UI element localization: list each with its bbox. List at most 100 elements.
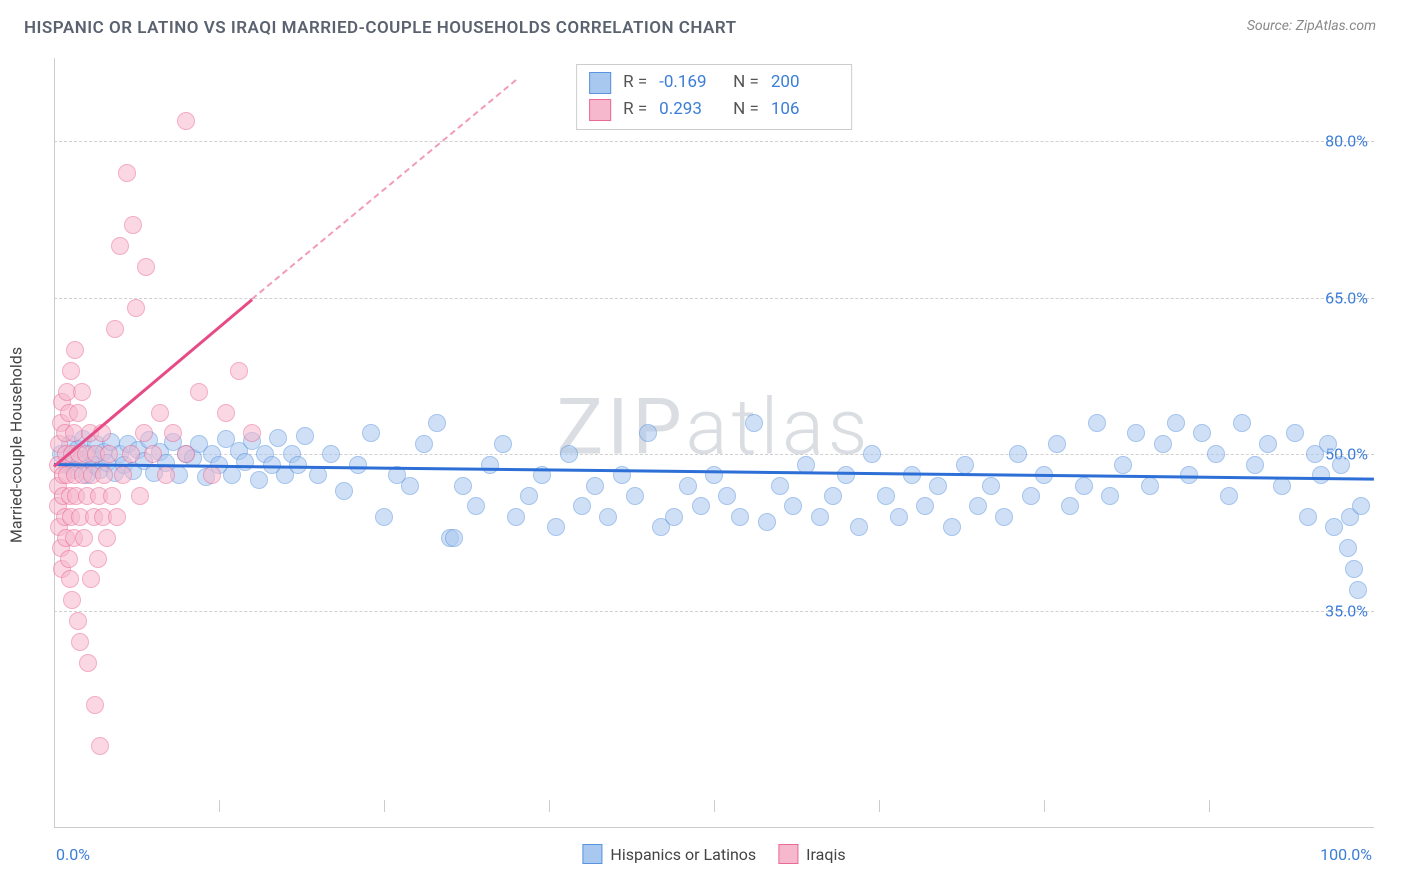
x-tick-mark	[219, 800, 220, 812]
scatter-point	[1101, 487, 1119, 505]
scatter-point	[269, 429, 287, 447]
scatter-point	[1233, 414, 1251, 432]
scatter-point	[79, 654, 97, 672]
scatter-point	[1246, 456, 1264, 474]
scatter-point	[692, 497, 710, 515]
scatter-point	[250, 471, 268, 489]
source-label: Source: ZipAtlas.com	[1247, 18, 1376, 34]
legend-r-value: 0.293	[659, 96, 721, 123]
scatter-point	[103, 487, 121, 505]
scatter-point	[481, 456, 499, 474]
scatter-point	[599, 508, 617, 526]
scatter-point	[157, 466, 175, 484]
scatter-point	[626, 487, 644, 505]
scatter-point	[679, 477, 697, 495]
scatter-point	[1299, 508, 1317, 526]
scatter-point	[1127, 424, 1145, 442]
gridline-h	[54, 611, 1374, 612]
scatter-point	[151, 404, 169, 422]
scatter-point	[784, 497, 802, 515]
scatter-point	[758, 513, 776, 531]
legend-swatch	[778, 844, 798, 864]
scatter-point	[454, 477, 472, 495]
scatter-point	[943, 518, 961, 536]
scatter-point	[731, 508, 749, 526]
y-tick-label: 35.0%	[1325, 601, 1368, 620]
scatter-point	[82, 570, 100, 588]
scatter-point	[91, 737, 109, 755]
legend-correlation: R =-0.169N =200R =0.293N =106	[576, 64, 852, 130]
scatter-point	[375, 508, 393, 526]
scatter-point	[177, 445, 195, 463]
scatter-point	[349, 456, 367, 474]
scatter-point	[1207, 445, 1225, 463]
scatter-point	[1048, 435, 1066, 453]
chart-container: Married-couple Households 35.0%50.0%65.0…	[24, 50, 1382, 840]
scatter-point	[322, 445, 340, 463]
scatter-point	[1009, 445, 1027, 463]
scatter-point	[1286, 424, 1304, 442]
chart-title: HISPANIC OR LATINO VS IRAQI MARRIED-COUP…	[24, 18, 737, 38]
scatter-point	[1339, 539, 1357, 557]
scatter-point	[86, 696, 104, 714]
scatter-point	[1345, 560, 1363, 578]
scatter-point	[573, 497, 591, 515]
y-tick-label: 65.0%	[1325, 288, 1368, 307]
scatter-point	[137, 258, 155, 276]
scatter-point	[863, 445, 881, 463]
scatter-point	[62, 362, 80, 380]
scatter-point	[362, 424, 380, 442]
legend-swatch	[582, 844, 602, 864]
scatter-point	[995, 508, 1013, 526]
scatter-point	[1088, 414, 1106, 432]
legend-swatch	[589, 72, 611, 94]
scatter-point	[890, 508, 908, 526]
scatter-point	[71, 633, 89, 651]
legend-series-label: Iraqis	[806, 845, 845, 864]
scatter-point	[230, 362, 248, 380]
scatter-point	[335, 482, 353, 500]
scatter-point	[144, 445, 162, 463]
scatter-point	[665, 508, 683, 526]
scatter-point	[494, 435, 512, 453]
scatter-point	[66, 341, 84, 359]
scatter-point	[243, 424, 261, 442]
legend-r-label: R =	[623, 69, 647, 96]
scatter-point	[1061, 497, 1079, 515]
scatter-point	[969, 497, 987, 515]
scatter-point	[507, 508, 525, 526]
scatter-point	[916, 497, 934, 515]
scatter-point	[445, 529, 463, 547]
legend-r-value: -0.169	[659, 69, 721, 96]
scatter-point	[114, 466, 132, 484]
scatter-point	[1259, 435, 1277, 453]
scatter-point	[520, 487, 538, 505]
legend-series: Hispanics or Latinos Iraqis	[582, 844, 845, 864]
scatter-point	[929, 477, 947, 495]
scatter-point	[771, 477, 789, 495]
x-tick-mark	[549, 800, 550, 812]
legend-n-label: N =	[733, 96, 759, 123]
scatter-point	[745, 414, 763, 432]
scatter-point	[547, 518, 565, 536]
scatter-point	[718, 487, 736, 505]
scatter-point	[1220, 487, 1238, 505]
gridline-h	[54, 141, 1374, 142]
legend-n-label: N =	[733, 69, 759, 96]
x-tick-mark	[384, 800, 385, 812]
y-tick-label: 80.0%	[1325, 132, 1368, 151]
scatter-point	[850, 518, 868, 536]
scatter-point	[106, 320, 124, 338]
scatter-point	[164, 424, 182, 442]
scatter-point	[415, 435, 433, 453]
scatter-point	[956, 456, 974, 474]
scatter-point	[705, 466, 723, 484]
scatter-point	[982, 477, 1000, 495]
scatter-point	[95, 466, 113, 484]
scatter-point	[1325, 518, 1343, 536]
scatter-point	[100, 445, 118, 463]
scatter-point	[190, 383, 208, 401]
legend-series-label: Hispanics or Latinos	[610, 845, 756, 864]
scatter-point	[131, 487, 149, 505]
scatter-point	[401, 477, 419, 495]
